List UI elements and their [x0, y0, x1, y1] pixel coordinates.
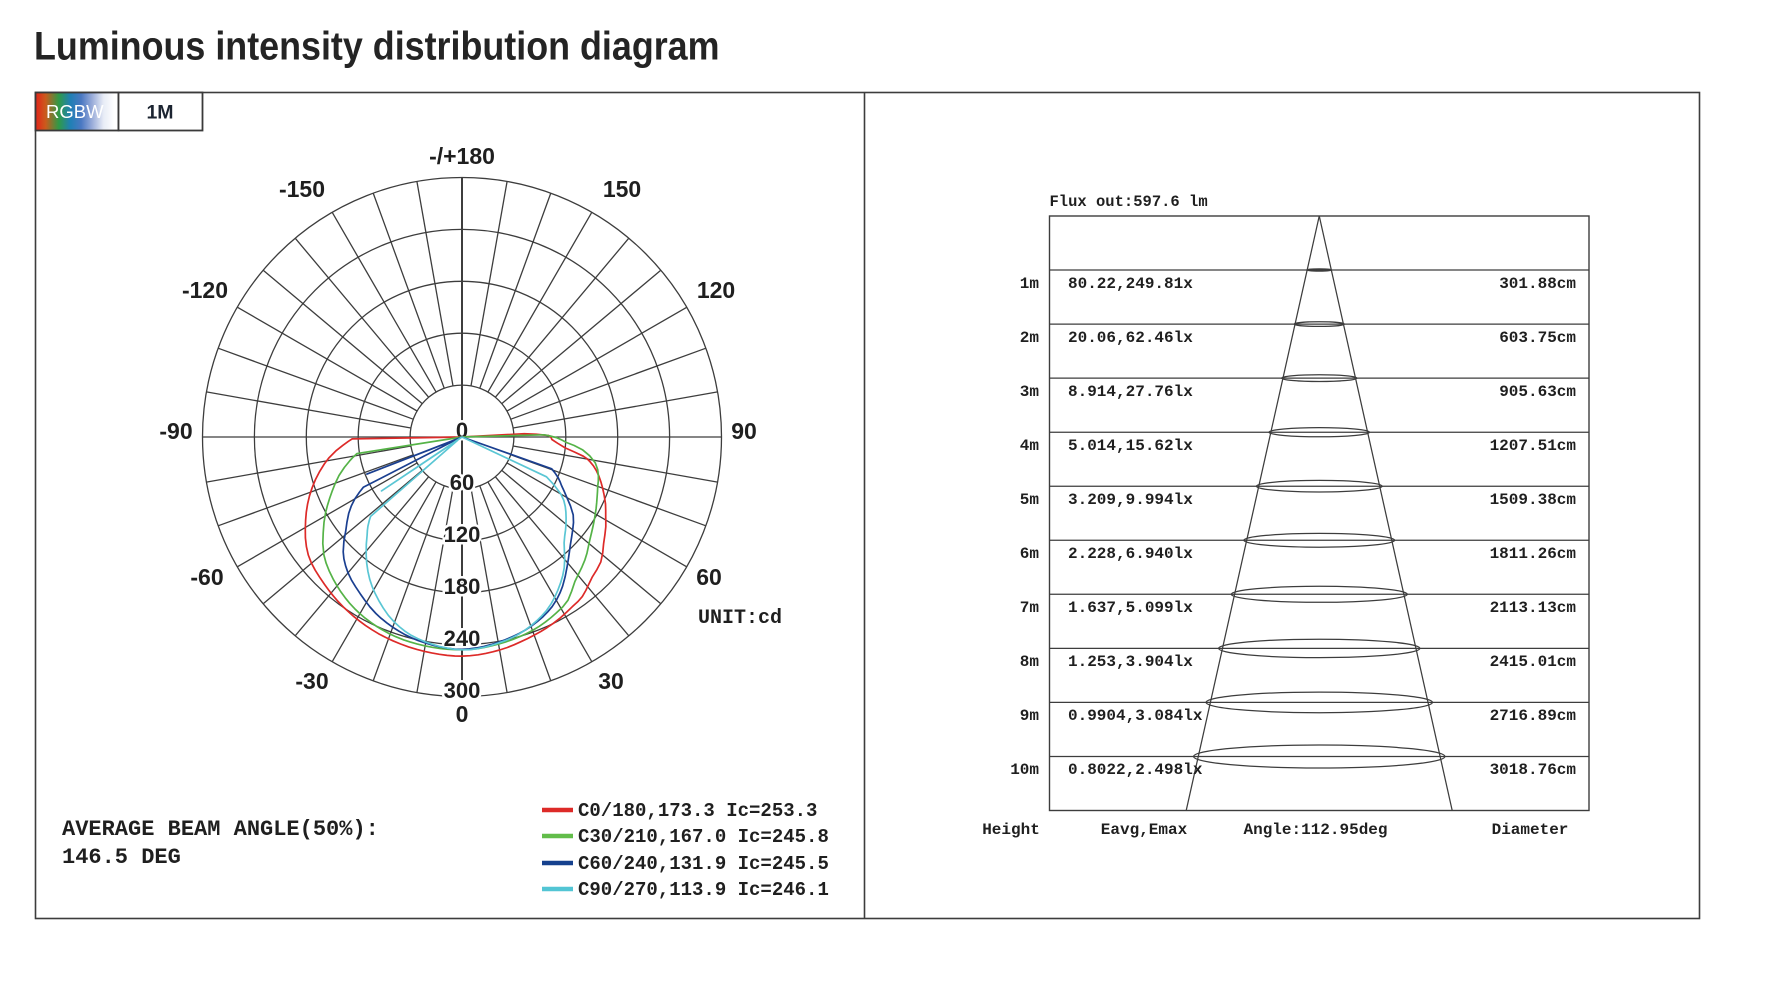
svg-text:10m: 10m	[1010, 761, 1039, 779]
svg-text:C90/270,113.9 Ic=246.1: C90/270,113.9 Ic=246.1	[578, 879, 829, 901]
svg-text:C60/240,131.9 Ic=245.5: C60/240,131.9 Ic=245.5	[578, 853, 829, 875]
svg-text:1811.26cm: 1811.26cm	[1490, 545, 1577, 563]
svg-text:3018.76cm: 3018.76cm	[1490, 761, 1577, 779]
svg-text:30: 30	[598, 668, 624, 694]
svg-text:180: 180	[444, 574, 481, 599]
svg-text:C30/210,167.0 Ic=245.8: C30/210,167.0 Ic=245.8	[578, 826, 829, 848]
svg-text:905.63cm: 905.63cm	[1499, 383, 1576, 401]
svg-text:-90: -90	[159, 418, 192, 444]
svg-text:-60: -60	[190, 564, 223, 590]
svg-text:Flux out:597.6 lm: Flux out:597.6 lm	[1050, 193, 1208, 211]
svg-text:Luminous intensity distributio: Luminous intensity distribution diagram	[34, 25, 720, 69]
svg-text:2.228,6.940lx: 2.228,6.940lx	[1068, 545, 1193, 563]
svg-text:1.253,3.904lx: 1.253,3.904lx	[1068, 653, 1193, 671]
svg-text:90: 90	[731, 418, 757, 444]
svg-text:1M: 1M	[146, 102, 173, 124]
svg-text:120: 120	[697, 277, 735, 303]
svg-text:5.014,15.62lx: 5.014,15.62lx	[1068, 437, 1193, 455]
svg-text:-150: -150	[279, 176, 325, 202]
svg-text:2113.13cm: 2113.13cm	[1490, 599, 1577, 617]
svg-text:3.209,9.994lx: 3.209,9.994lx	[1068, 491, 1193, 509]
svg-text:0: 0	[456, 701, 469, 727]
svg-text:-30: -30	[295, 668, 328, 694]
svg-text:80.22,249.81x: 80.22,249.81x	[1068, 275, 1193, 293]
svg-text:3m: 3m	[1020, 383, 1040, 401]
svg-text:2m: 2m	[1020, 329, 1040, 347]
svg-text:603.75cm: 603.75cm	[1499, 329, 1576, 347]
svg-text:5m: 5m	[1020, 491, 1040, 509]
svg-text:RGBW: RGBW	[46, 101, 104, 122]
svg-text:146.5 DEG: 146.5 DEG	[62, 845, 181, 870]
svg-text:20.06,62.46lx: 20.06,62.46lx	[1068, 329, 1193, 347]
svg-text:9m: 9m	[1020, 707, 1040, 725]
svg-text:301.88cm: 301.88cm	[1499, 275, 1576, 293]
svg-text:Angle:112.95deg: Angle:112.95deg	[1243, 821, 1387, 839]
svg-text:4m: 4m	[1020, 437, 1040, 455]
svg-text:2415.01cm: 2415.01cm	[1490, 653, 1577, 671]
svg-text:C0/180,173.3 Ic=253.3: C0/180,173.3 Ic=253.3	[578, 800, 817, 822]
svg-text:0.8022,2.498lx: 0.8022,2.498lx	[1068, 761, 1203, 779]
svg-text:7m: 7m	[1020, 599, 1040, 617]
svg-text:2716.89cm: 2716.89cm	[1490, 707, 1577, 725]
svg-text:Diameter: Diameter	[1492, 821, 1569, 839]
svg-text:240: 240	[444, 626, 481, 651]
svg-text:AVERAGE BEAM ANGLE(50%):: AVERAGE BEAM ANGLE(50%):	[62, 817, 379, 842]
svg-text:120: 120	[444, 522, 481, 547]
svg-text:1207.51cm: 1207.51cm	[1490, 437, 1577, 455]
svg-text:1.637,5.099lx: 1.637,5.099lx	[1068, 599, 1193, 617]
svg-text:-120: -120	[182, 277, 228, 303]
svg-text:1m: 1m	[1020, 275, 1040, 293]
svg-text:Height: Height	[982, 821, 1040, 839]
svg-text:UNIT:cd: UNIT:cd	[698, 607, 782, 630]
svg-text:6m: 6m	[1020, 545, 1040, 563]
svg-text:300: 300	[444, 678, 481, 703]
svg-text:60: 60	[696, 564, 722, 590]
svg-text:150: 150	[603, 176, 641, 202]
svg-text:Eavg,Emax: Eavg,Emax	[1101, 821, 1188, 839]
svg-text:1509.38cm: 1509.38cm	[1490, 491, 1577, 509]
svg-text:8.914,27.76lx: 8.914,27.76lx	[1068, 383, 1193, 401]
svg-text:-/+180: -/+180	[429, 143, 495, 169]
svg-text:0.9904,3.084lx: 0.9904,3.084lx	[1068, 707, 1203, 725]
svg-text:60: 60	[450, 470, 474, 495]
svg-text:8m: 8m	[1020, 653, 1040, 671]
